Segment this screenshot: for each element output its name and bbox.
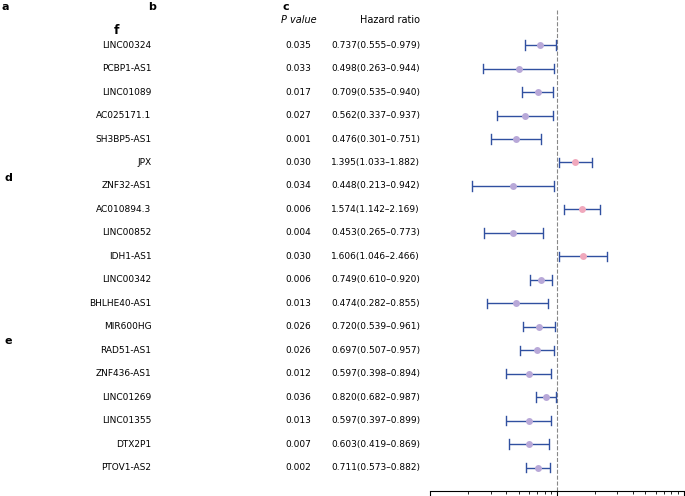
Text: LINC01089: LINC01089: [102, 88, 151, 97]
Text: 0.013: 0.013: [286, 416, 311, 425]
Text: DTX2P1: DTX2P1: [116, 439, 151, 448]
Text: LINC01355: LINC01355: [102, 416, 151, 425]
Text: 0.002: 0.002: [286, 463, 311, 472]
Text: 0.027: 0.027: [286, 111, 311, 120]
Text: 0.820(0.682–0.987): 0.820(0.682–0.987): [331, 393, 420, 402]
Text: LINC00342: LINC00342: [102, 275, 151, 284]
Text: BHLHE40-AS1: BHLHE40-AS1: [89, 299, 151, 308]
Text: 0.030: 0.030: [286, 252, 311, 261]
Text: AC010894.3: AC010894.3: [96, 205, 151, 214]
Text: 0.026: 0.026: [286, 322, 311, 331]
Text: 0.034: 0.034: [286, 182, 311, 190]
Text: ZNF436-AS1: ZNF436-AS1: [96, 369, 151, 378]
Text: P value: P value: [281, 15, 316, 25]
Text: MIR600HG: MIR600HG: [103, 322, 151, 331]
Text: 0.720(0.539–0.961): 0.720(0.539–0.961): [331, 322, 420, 331]
Text: SH3BP5-AS1: SH3BP5-AS1: [95, 134, 151, 143]
Text: 0.749(0.610–0.920): 0.749(0.610–0.920): [331, 275, 420, 284]
Text: 0.006: 0.006: [286, 275, 311, 284]
Text: 1.395(1.033–1.882): 1.395(1.033–1.882): [331, 158, 420, 167]
Text: c: c: [282, 1, 289, 12]
Text: 0.709(0.535–0.940): 0.709(0.535–0.940): [331, 88, 420, 97]
Text: 0.036: 0.036: [286, 393, 311, 402]
Text: AC025171.1: AC025171.1: [96, 111, 151, 120]
Text: 0.030: 0.030: [286, 158, 311, 167]
Text: 0.004: 0.004: [286, 228, 311, 238]
Text: 0.013: 0.013: [286, 299, 311, 308]
Text: LINC01269: LINC01269: [102, 393, 151, 402]
Text: b: b: [149, 1, 156, 12]
Text: 0.474(0.282–0.855): 0.474(0.282–0.855): [332, 299, 420, 308]
Text: 0.453(0.265–0.773): 0.453(0.265–0.773): [331, 228, 420, 238]
Text: d: d: [4, 173, 12, 183]
Text: LINC00324: LINC00324: [102, 41, 151, 50]
Text: 0.597(0.397–0.899): 0.597(0.397–0.899): [331, 416, 420, 425]
Text: 0.012: 0.012: [286, 369, 311, 378]
Text: 0.026: 0.026: [286, 346, 311, 355]
Text: LINC00852: LINC00852: [102, 228, 151, 238]
Text: 0.603(0.419–0.869): 0.603(0.419–0.869): [331, 439, 420, 448]
Text: 0.711(0.573–0.882): 0.711(0.573–0.882): [331, 463, 420, 472]
Text: 0.562(0.337–0.937): 0.562(0.337–0.937): [331, 111, 420, 120]
Text: 0.033: 0.033: [286, 64, 311, 73]
Text: e: e: [4, 336, 12, 346]
Text: 0.737(0.555–0.979): 0.737(0.555–0.979): [331, 41, 420, 50]
Text: 0.448(0.213–0.942): 0.448(0.213–0.942): [332, 182, 420, 190]
Text: RAD51-AS1: RAD51-AS1: [101, 346, 151, 355]
Text: a: a: [1, 1, 9, 12]
Text: 0.001: 0.001: [286, 134, 311, 143]
Text: 0.476(0.301–0.751): 0.476(0.301–0.751): [331, 134, 420, 143]
Text: 0.498(0.263–0.944): 0.498(0.263–0.944): [332, 64, 420, 73]
Text: IDH1-AS1: IDH1-AS1: [109, 252, 151, 261]
Text: 1.574(1.142–2.169): 1.574(1.142–2.169): [332, 205, 420, 214]
Text: 0.035: 0.035: [286, 41, 311, 50]
Text: f: f: [114, 24, 119, 37]
Text: Hazard ratio: Hazard ratio: [360, 15, 420, 25]
Text: 0.697(0.507–0.957): 0.697(0.507–0.957): [331, 346, 420, 355]
Text: 0.007: 0.007: [286, 439, 311, 448]
Text: PCBP1-AS1: PCBP1-AS1: [102, 64, 151, 73]
Text: PTOV1-AS2: PTOV1-AS2: [101, 463, 151, 472]
Text: 0.017: 0.017: [286, 88, 311, 97]
Text: ZNF32-AS1: ZNF32-AS1: [101, 182, 151, 190]
Text: 0.597(0.398–0.894): 0.597(0.398–0.894): [331, 369, 420, 378]
Text: JPX: JPX: [137, 158, 151, 167]
Text: 0.006: 0.006: [286, 205, 311, 214]
Text: 1.606(1.046–2.466): 1.606(1.046–2.466): [332, 252, 420, 261]
